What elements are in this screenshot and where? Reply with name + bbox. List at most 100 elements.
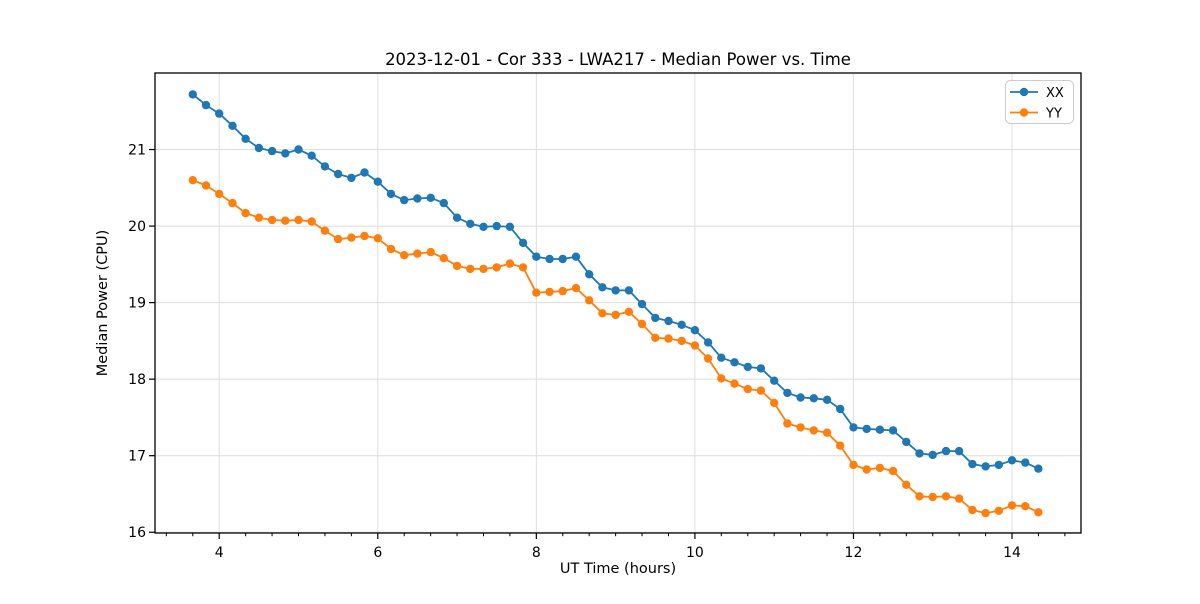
- series-XX-point: [307, 151, 316, 160]
- x-tick-label-10: 10: [686, 545, 704, 561]
- series-XX-point: [664, 316, 673, 326]
- series-XX-point: [703, 338, 713, 347]
- axis-ticks: [149, 148, 1066, 539]
- series-XX-point: [439, 198, 448, 208]
- series-XX-point: [532, 252, 541, 261]
- series-YY-point: [994, 506, 1003, 515]
- series-XX-point: [915, 449, 924, 458]
- series-XX-point: [1007, 456, 1017, 465]
- series-XX-point: [783, 388, 792, 398]
- series-XX-point: [756, 364, 766, 373]
- series-YY-point: [981, 508, 990, 518]
- series-YY-point: [307, 217, 316, 226]
- series-XX-point: [690, 326, 700, 335]
- y-tick-label-18: 18: [128, 372, 146, 388]
- series-XX-line: [191, 93, 1040, 470]
- series-XX-point: [228, 121, 237, 130]
- series-XX-point: [954, 446, 964, 456]
- series-XX-point: [347, 173, 356, 183]
- series-YY-point: [954, 494, 964, 503]
- series-XX-point: [452, 213, 462, 222]
- series-XX-point: [400, 195, 409, 205]
- series-XX-point: [862, 424, 871, 434]
- series-XX-point: [585, 270, 594, 279]
- series-XX-point: [717, 353, 726, 362]
- series-XX-point: [902, 437, 911, 447]
- series-XX-point: [413, 194, 422, 203]
- x-tick-label-6: 6: [373, 545, 382, 561]
- series-XX-point: [941, 446, 951, 456]
- series-YY-point: [836, 441, 845, 450]
- series-YY-point: [281, 216, 290, 225]
- series-XX-point: [611, 286, 620, 295]
- series-YY-point: [386, 244, 396, 254]
- gridlines: [155, 73, 1081, 533]
- series-XX-point: [637, 299, 647, 309]
- series-YY-point: [598, 309, 607, 318]
- series-YY-point: [1007, 501, 1017, 510]
- x-tick-label-4: 4: [215, 545, 224, 561]
- series-XX-point: [294, 145, 303, 154]
- y-tick-label-17: 17: [128, 449, 146, 465]
- series-XX-point: [994, 460, 1003, 470]
- legend-sample-marker-YY: [1019, 108, 1029, 117]
- series-YY-point: [466, 264, 475, 274]
- tick-labels: 4 6 8 10 12 14 16 17 18 19 20 21: [128, 143, 1021, 561]
- series-XX-point: [1034, 464, 1043, 473]
- y-tick-label-20: 20: [128, 219, 146, 235]
- series-XX-point: [888, 426, 898, 435]
- series-YY-point: [426, 247, 435, 257]
- series-XX-point: [518, 238, 528, 248]
- series-YY-point: [822, 428, 832, 437]
- series-YY-point: [624, 307, 634, 316]
- series-YY-point: [796, 423, 805, 432]
- series-YY-point: [849, 460, 858, 470]
- x-tick-label-8: 8: [532, 545, 541, 561]
- series-YY-point: [664, 334, 673, 343]
- y-tick-label-16: 16: [128, 525, 146, 541]
- series-YY-point: [703, 354, 713, 363]
- series-YY-point: [532, 288, 541, 297]
- series-YY-point: [558, 286, 567, 296]
- series-XX-point: [677, 320, 686, 329]
- series-XX-point: [545, 254, 554, 264]
- series-XX-point: [558, 254, 567, 264]
- series-YY-point: [1034, 508, 1043, 517]
- series-XX-point: [479, 222, 488, 231]
- series-YY-point: [770, 398, 779, 408]
- series-YY-point: [862, 465, 871, 474]
- series-YY-point: [545, 287, 554, 297]
- series-YY-point: [413, 249, 422, 258]
- legend-sample-marker-XX: [1019, 87, 1029, 97]
- series-XX-point: [836, 404, 845, 414]
- series-YY-point: [717, 374, 726, 383]
- series-XX-point: [624, 286, 634, 295]
- series-XX-point: [360, 168, 369, 177]
- series-YY-point: [228, 198, 237, 208]
- series-YY-point: [571, 283, 581, 293]
- series-XX-point: [598, 283, 607, 292]
- series-XX-point: [201, 100, 211, 110]
- series-YY-point: [585, 296, 594, 305]
- series-XX-point: [730, 358, 739, 367]
- series-YY-point: [875, 463, 885, 473]
- series-YY-point: [400, 251, 409, 260]
- series-YY-point: [201, 181, 211, 190]
- series-XX-point: [743, 362, 752, 372]
- x-tick-label-14: 14: [1003, 545, 1021, 561]
- series-YY-point: [294, 215, 303, 225]
- series-YY-point: [941, 492, 951, 501]
- series-XX-point: [320, 162, 330, 171]
- series-YY-point: [360, 231, 369, 241]
- series-YY-point: [611, 310, 620, 320]
- series-YY-point: [968, 505, 977, 515]
- series-YY-point: [730, 379, 739, 388]
- legend-label-XX: XX: [1046, 86, 1064, 101]
- series-YY-line: [191, 179, 1040, 514]
- series-XX-point: [849, 423, 858, 432]
- series-XX-point: [809, 394, 818, 403]
- legend-label-YY: YY: [1045, 106, 1062, 121]
- y-tick-label-21: 21: [128, 143, 146, 159]
- series-XX-point: [267, 146, 277, 156]
